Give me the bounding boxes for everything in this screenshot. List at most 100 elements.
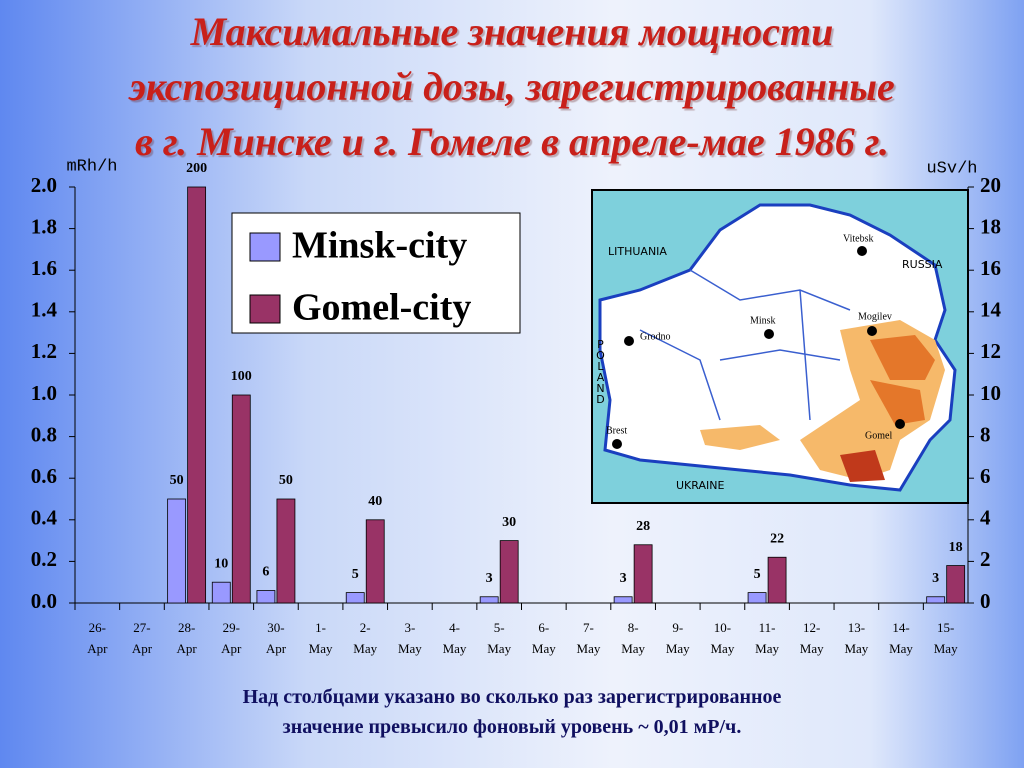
map-label: LITHUANIA [608, 245, 667, 258]
legend-swatch [249, 294, 281, 324]
y2-tick-label: 8 [980, 422, 991, 446]
bar [926, 596, 946, 604]
x-tick-label: 6-May [531, 620, 556, 656]
y-tick-label: 1.2 [31, 339, 57, 363]
x-tick-label: 26-Apr [87, 620, 108, 656]
value-label: 6 [262, 565, 269, 580]
note-line: Над столбцами указано во сколько раз зар… [242, 686, 782, 708]
x-tick-label: 9-May [665, 620, 690, 656]
y2-tick-label: 10 [980, 381, 1001, 405]
x-tick-label: 30-Apr [265, 620, 287, 656]
x-tick-label: 3-May [397, 620, 422, 656]
y-tick-label: 1.8 [31, 214, 57, 238]
y2-tick-label: 14 [980, 298, 1002, 322]
map: LITHUANIA RUSSIA POLAND UKRAINE Vitebsk … [591, 189, 969, 504]
title-line: Максимальные значения мощности [190, 9, 834, 54]
bar [479, 596, 499, 604]
value-label: 40 [368, 494, 382, 509]
bar [167, 498, 187, 604]
y-axis-label: mRh/h [66, 157, 117, 176]
map-label: POLAND [594, 338, 607, 404]
map-label: Grodno [640, 331, 671, 342]
x-tick-label: 14-May [889, 620, 913, 656]
x-tick-label: 2-May [353, 620, 378, 656]
x-tick-label: 13-May [844, 620, 869, 656]
x-tick-label: 11-May [755, 620, 779, 656]
contamination [700, 425, 780, 450]
y2-tick-label: 18 [980, 214, 1001, 238]
y2-tick-label: 12 [980, 339, 1001, 363]
city [612, 439, 622, 449]
legend-label: Minsk-city [292, 225, 467, 267]
map-label: Mogilev [858, 311, 892, 322]
title-line: в г. Минске и г. Гомеле в апреле-мае 198… [134, 119, 890, 164]
border [639, 269, 851, 421]
y2-tick-label: 16 [980, 256, 1001, 280]
y-tick-label: 0.8 [31, 422, 57, 446]
x-tick-label: 29-Apr [221, 620, 242, 656]
bar [345, 592, 365, 604]
value-label: 10 [214, 556, 228, 571]
y-tick-label: 2.0 [31, 173, 57, 197]
title: Максимальные значения мощности экспозицио… [0, 4, 1024, 169]
value-label: 200 [186, 161, 207, 176]
x-tick-label: 7-May [576, 620, 601, 656]
bar [747, 592, 767, 604]
value-label: 100 [231, 369, 252, 384]
map-label: Minsk [750, 315, 776, 326]
bar [365, 519, 385, 604]
bar [276, 498, 296, 604]
x-tick-label: 28-Apr [176, 620, 197, 656]
bar [231, 394, 251, 604]
note-line: значение превысило фоновый уровень ~ 0,0… [282, 716, 742, 738]
bar [613, 596, 633, 604]
x-tick-label: 15-May [933, 620, 958, 656]
y-tick-label: 0.2 [31, 547, 57, 571]
value-label: 3 [620, 571, 627, 586]
y2-tick-label: 20 [980, 173, 1001, 197]
x-tick-label: 27-Apr [131, 620, 153, 656]
x-tick-label: 5-May [487, 620, 512, 656]
value-label: 22 [770, 531, 784, 546]
map-label: Gomel [865, 430, 892, 441]
y-tick-label: 1.4 [31, 298, 58, 322]
x-tick-label: 10-May [710, 620, 735, 656]
bar [499, 540, 519, 604]
map-label: Brest [606, 425, 627, 436]
value-label: 28 [636, 519, 650, 534]
bar [256, 590, 276, 604]
city [764, 329, 774, 339]
value-label: 18 [949, 540, 963, 555]
y-tick-label: 1.0 [31, 381, 57, 405]
x-tick-label: 4-May [442, 620, 467, 656]
bar [187, 186, 207, 604]
y-tick-label: 1.6 [31, 256, 57, 280]
legend-swatch [249, 232, 281, 262]
map-label: RUSSIA [902, 258, 943, 271]
city [895, 419, 905, 429]
x-tick-label: 8-May [621, 620, 646, 656]
title-line: экспозиционной дозы, зарегистрированные [129, 64, 895, 109]
y-tick-label: 0.4 [31, 506, 58, 530]
contamination [870, 380, 925, 425]
y2-tick-label: 4 [980, 506, 991, 530]
bar [767, 556, 787, 604]
city [624, 336, 634, 346]
bar [211, 581, 231, 604]
bar [633, 544, 653, 604]
bar [946, 565, 966, 604]
value-label: 3 [486, 571, 493, 586]
city [867, 326, 877, 336]
y2-tick-label: 0 [980, 589, 991, 613]
y2-tick-label: 6 [980, 464, 991, 488]
y2-tick-label: 2 [980, 547, 991, 571]
value-label: 30 [502, 515, 516, 530]
value-label: 5 [754, 567, 761, 582]
y2-axis-label: uSv/h [926, 159, 977, 178]
y-tick-label: 0.6 [31, 464, 57, 488]
map-label: UKRAINE [676, 479, 724, 492]
city [857, 246, 867, 256]
map-label: Vitebsk [843, 233, 874, 244]
legend-label: Gomel-city [292, 287, 471, 329]
